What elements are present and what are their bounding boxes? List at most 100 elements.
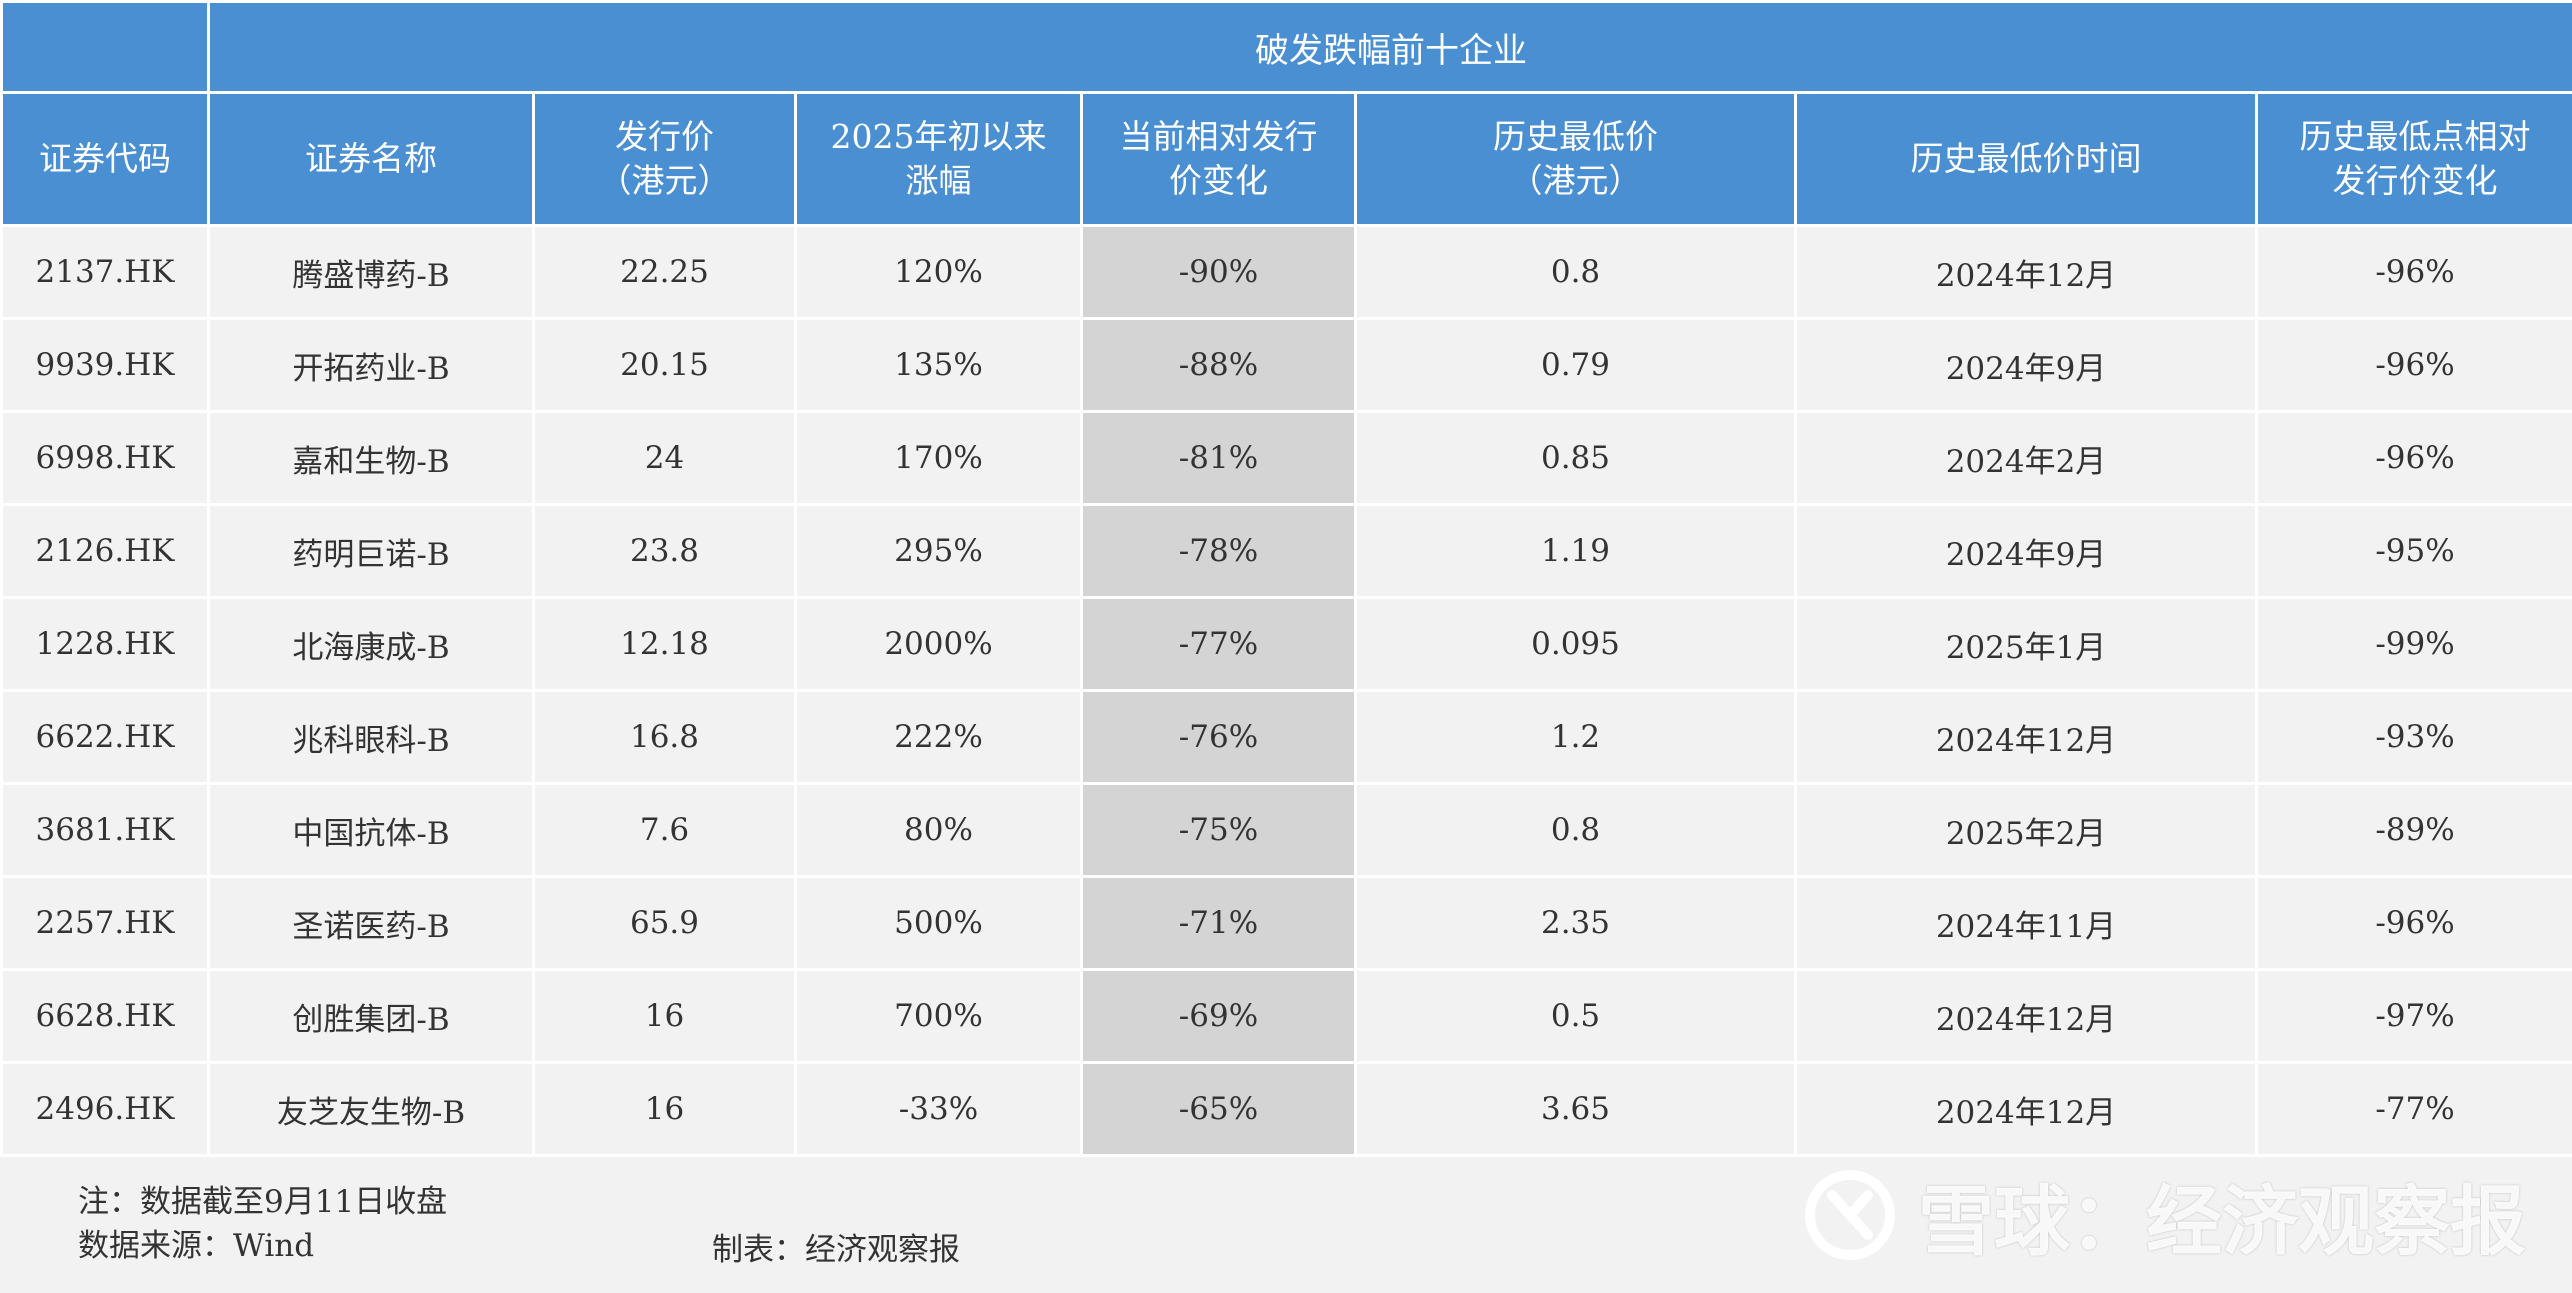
data-table: 破发跌幅前十企业 证券代码 证券名称 发行价 （港元） 2025年初以来 涨幅 当前相对… — [0, 0, 2572, 1157]
table-cell: -81% — [1080, 410, 1357, 506]
table-cell: 0.79 — [1354, 317, 1797, 413]
table-cell: 2025年1月 — [1794, 596, 2258, 692]
table-cell: -93% — [2254, 689, 2572, 785]
table-cell: 中国抗体-B — [207, 782, 535, 878]
table-cell: 1.2 — [1354, 689, 1797, 785]
table-cell: 2137.HK — [0, 224, 210, 320]
maker-text: 制表：经济观察报 — [712, 1232, 960, 1268]
table-cell: 2024年12月 — [1794, 689, 2258, 785]
table-header-row: 证券代码 证券名称 发行价 （港元） 2025年初以来 涨幅 当前相对发行 价变化 历史最… — [0, 91, 2572, 227]
table-cell: -77% — [2254, 1061, 2572, 1157]
table-cell: -97% — [2254, 968, 2572, 1064]
table-cell: 2024年9月 — [1794, 503, 2258, 599]
table-cell: 2024年9月 — [1794, 317, 2258, 413]
table-cell: 170% — [794, 410, 1083, 506]
table-title-row: 破发跌幅前十企业 — [0, 0, 2572, 94]
table-row: 1228.HK 北海康成-B 12.18 2000% -77% 0.095 2025年1月 -… — [0, 596, 2572, 692]
table-cell: -90% — [1080, 224, 1357, 320]
table-cell: 腾盛博药-B — [207, 224, 535, 320]
table-cell: 2024年12月 — [1794, 224, 2258, 320]
table-cell: 开拓药业-B — [207, 317, 535, 413]
column-header: 发行价 （港元） — [532, 91, 797, 227]
table-cell: 80% — [794, 782, 1083, 878]
table-cell: -96% — [2254, 410, 2572, 506]
table-row: 6998.HK 嘉和生物-B 24 170% -81% 0.85 2024年2月 -96% — [0, 410, 2572, 506]
table-cell: -78% — [1080, 503, 1357, 599]
table-cell: 24 — [532, 410, 797, 506]
table-row: 2126.HK 药明巨诺-B 23.8 295% -78% 1.19 2024年9月 -95% — [0, 503, 2572, 599]
table-cell: 9939.HK — [0, 317, 210, 413]
table-cell: -77% — [1080, 596, 1357, 692]
table-cell: 0.8 — [1354, 224, 1797, 320]
table-cell: 65.9 — [532, 875, 797, 971]
table-cell: 0.095 — [1354, 596, 1797, 692]
table-row: 6622.HK 兆科眼科-B 16.8 222% -76% 1.2 2024年12月 -93% — [0, 689, 2572, 785]
table-row: 2137.HK 腾盛博药-B 22.25 120% -90% 0.8 2024年12月 -96… — [0, 224, 2572, 320]
table-row: 2496.HK 友芝友生物-B 16 -33% -65% 3.65 2024年12月 -77% — [0, 1061, 2572, 1157]
table-cell: -96% — [2254, 224, 2572, 320]
table-cell: 135% — [794, 317, 1083, 413]
table-row: 6628.HK 创胜集团-B 16 700% -69% 0.5 2024年12月 -97% — [0, 968, 2572, 1064]
table-cell: 友芝友生物-B — [207, 1061, 535, 1157]
table-cell: -99% — [2254, 596, 2572, 692]
table-cell: 22.25 — [532, 224, 797, 320]
column-header: 2025年初以来 涨幅 — [794, 91, 1083, 227]
table-cell: 2024年12月 — [1794, 968, 2258, 1064]
table-title: 破发跌幅前十企业 — [206, 0, 2572, 94]
table-cell: 6628.HK — [0, 968, 210, 1064]
table-cell: 3681.HK — [0, 782, 210, 878]
table-row: 2257.HK 圣诺医药-B 65.9 500% -71% 2.35 2024年11月 -96… — [0, 875, 2572, 971]
column-header: 历史最低价时间 — [1794, 91, 2258, 227]
table-cell: 北海康成-B — [207, 596, 535, 692]
table-cell: 1.19 — [1354, 503, 1797, 599]
table-cell: 12.18 — [532, 596, 797, 692]
watermark: 雪球：经济观察报 — [1800, 1160, 2526, 1270]
table-cell: 圣诺医药-B — [207, 875, 535, 971]
table-cell: 2024年11月 — [1794, 875, 2258, 971]
table-cell: 0.85 — [1354, 410, 1797, 506]
table-cell: 2024年2月 — [1794, 410, 2258, 506]
table-cell: 120% — [794, 224, 1083, 320]
table-cell: 295% — [794, 503, 1083, 599]
table-cell: 嘉和生物-B — [207, 410, 535, 506]
table-row: 3681.HK 中国抗体-B 7.6 80% -75% 0.8 2025年2月 -89% — [0, 782, 2572, 878]
notes-block: 注：数据截至9月11日收盘 数据来源：Wind — [78, 1180, 447, 1268]
table-cell: 20.15 — [532, 317, 797, 413]
table-body: 2137.HK 腾盛博药-B 22.25 120% -90% 0.8 2024年12月 -96… — [0, 224, 2572, 1157]
table-cell: -69% — [1080, 968, 1357, 1064]
table-cell: 2126.HK — [0, 503, 210, 599]
table-cell: 1228.HK — [0, 596, 210, 692]
table-cell: -96% — [2254, 317, 2572, 413]
column-header: 历史最低点相对 发行价变化 — [2254, 91, 2572, 227]
title-corner-cell — [0, 0, 210, 94]
snowball-logo-icon — [1805, 1170, 1895, 1260]
table-cell: -65% — [1080, 1061, 1357, 1157]
table-cell: 222% — [794, 689, 1083, 785]
table-cell: -75% — [1080, 782, 1357, 878]
table-cell: 2024年12月 — [1794, 1061, 2258, 1157]
table-cell: 2025年2月 — [1794, 782, 2258, 878]
table-cell: 2.35 — [1354, 875, 1797, 971]
table-cell: 16 — [532, 968, 797, 1064]
column-header: 证券代码 — [0, 91, 210, 227]
column-header: 证券名称 — [207, 91, 535, 227]
table-cell: 7.6 — [532, 782, 797, 878]
table-cell: 0.5 — [1354, 968, 1797, 1064]
table-cell: -96% — [2254, 875, 2572, 971]
table-cell: -95% — [2254, 503, 2572, 599]
table-cell: 2257.HK — [0, 875, 210, 971]
table-cell: 6998.HK — [0, 410, 210, 506]
table-cell: -88% — [1080, 317, 1357, 413]
table-cell: 700% — [794, 968, 1083, 1064]
watermark-text: 雪球：经济观察报 — [1918, 1177, 2526, 1266]
column-header: 历史最低价 （港元） — [1354, 91, 1797, 227]
column-header: 当前相对发行 价变化 — [1080, 91, 1357, 227]
table-cell: 16.8 — [532, 689, 797, 785]
table-cell: 6622.HK — [0, 689, 210, 785]
table-cell: -33% — [794, 1061, 1083, 1157]
table-cell: -76% — [1080, 689, 1357, 785]
table-cell: 兆科眼科-B — [207, 689, 535, 785]
table-cell: -71% — [1080, 875, 1357, 971]
source-text: 数据来源：Wind — [78, 1228, 315, 1264]
table-cell: 创胜集团-B — [207, 968, 535, 1064]
